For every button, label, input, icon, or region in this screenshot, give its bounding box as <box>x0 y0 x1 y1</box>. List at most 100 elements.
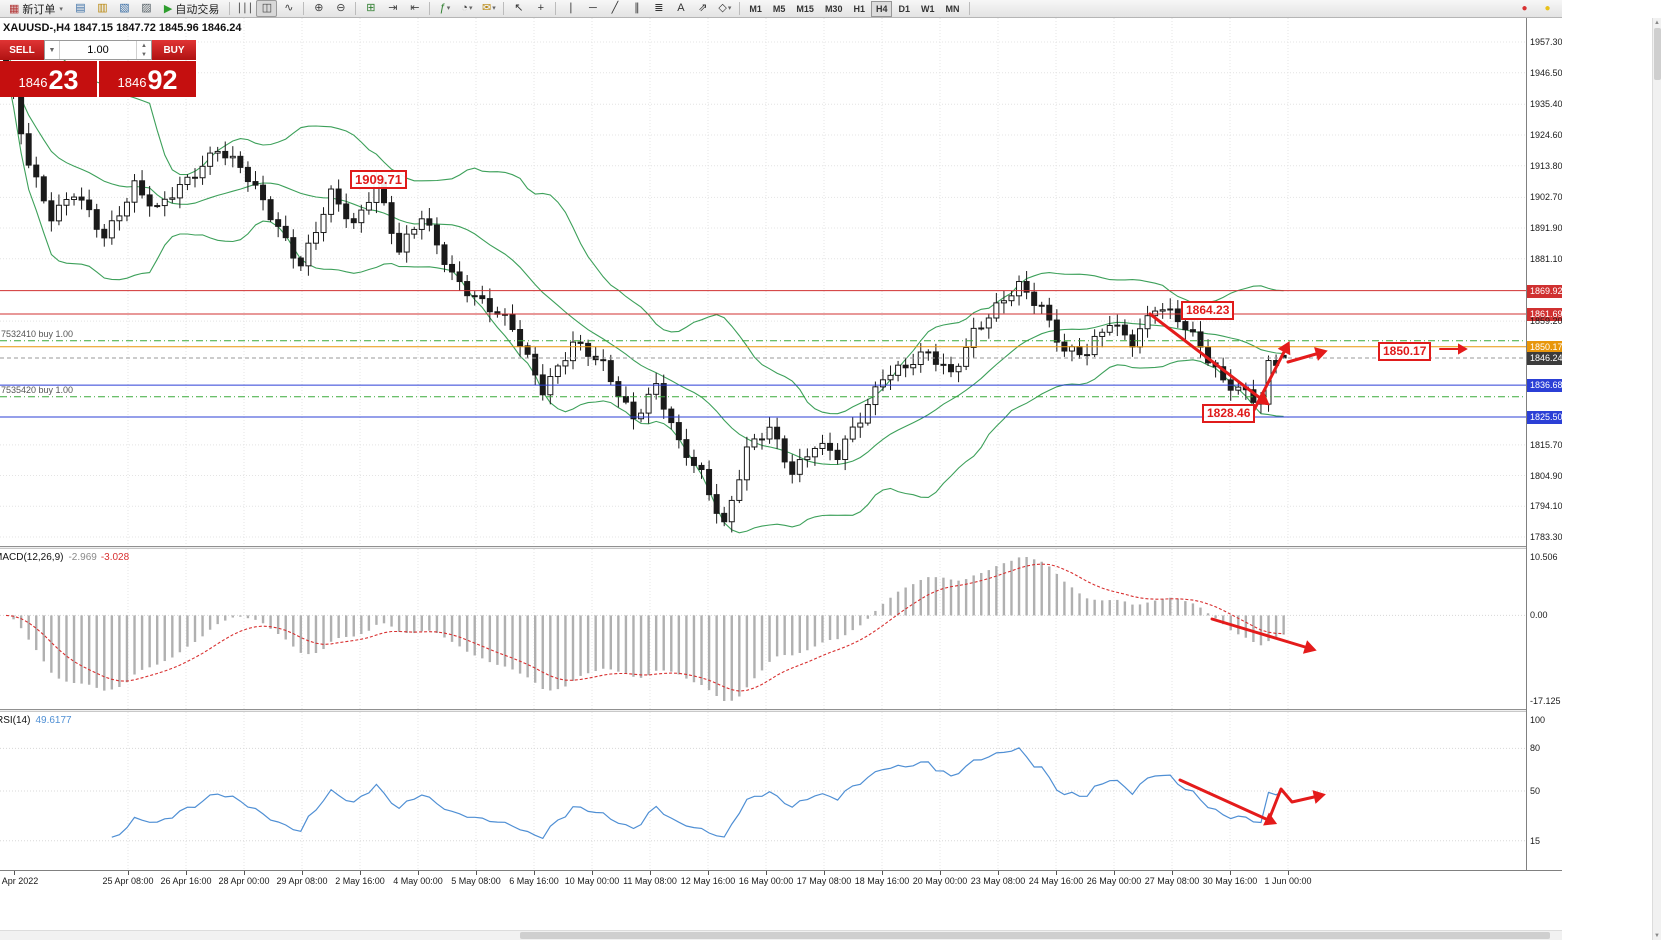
scroll-up-icon[interactable]: ▲ <box>1654 19 1660 26</box>
price-level-axis-label: 1825.50 <box>1527 411 1563 424</box>
time-axis-tick <box>1230 871 1231 875</box>
volume-dropdown-icon[interactable]: ▼ <box>45 41 60 59</box>
crosshair-icon-glyph: + <box>537 2 545 14</box>
vertical-scrollbar[interactable]: ▲ ▼ <box>1652 18 1661 940</box>
main-price-chart[interactable] <box>0 18 1526 546</box>
price-axis-label: 1891.90 <box>1530 223 1563 233</box>
macd-indicator-label: MACD(12,26,9) -2.969 -3.028 <box>0 552 130 563</box>
arrows-icon[interactable]: ⇗ <box>692 0 713 17</box>
arrows-icon-glyph: ⇗ <box>698 2 708 14</box>
community-icon[interactable]: ● <box>1544 3 1551 14</box>
periods-icon[interactable]: ◔ ▾ <box>456 0 477 17</box>
channel-icon[interactable]: ∥ <box>626 0 647 17</box>
timeframe-button-d1[interactable]: D1 <box>898 3 910 14</box>
toolbar: ▦ 新订单 ▾ ▤ ▥ ▧ ▨ ▶ 自动交易 ∣∣∣ ◫ ∿ ⊕ ⊖ ⊞ ⇥ ⇤ ƒ ▾ ◔ ▾ ✉ ▾ ↖ + ∣ ─ ╱ ∥ ≣ A ⇗ ◇… <box>0 0 1661 18</box>
price-callout[interactable]: 1850.17 <box>1378 342 1432 361</box>
crosshair-icon[interactable]: + <box>530 0 551 17</box>
timeframe-button-m5[interactable]: M5 <box>772 3 786 14</box>
sell-price-button[interactable]: 1846 23 <box>0 61 97 97</box>
chart-shift-icon[interactable]: ⇤ <box>404 0 425 17</box>
tile-windows-icon[interactable]: ⊞ <box>360 0 381 17</box>
terminal-icon[interactable]: ▨ <box>136 0 157 17</box>
auto-trading-button[interactable]: ▶ 自动交易 <box>158 0 225 17</box>
navigator-icon[interactable]: ▧ <box>114 0 135 17</box>
shapes-icon[interactable]: ◇ ▾ <box>714 0 735 17</box>
buy-price-button[interactable]: 1846 92 <box>99 61 196 97</box>
bar-chart-icon[interactable]: ∣∣∣ <box>234 0 255 17</box>
vertical-scroll-thumb[interactable] <box>1654 28 1661 80</box>
terminal-icon-glyph: ▨ <box>141 2 152 14</box>
rsi-line <box>111 747 1284 840</box>
timeframe-button-h4[interactable]: H4 <box>870 0 893 17</box>
volume-down-icon[interactable]: ▼ <box>141 51 147 58</box>
zoom-out-icon[interactable]: ⊖ <box>330 0 351 17</box>
timeframe-button-m15[interactable]: M15 <box>796 3 814 14</box>
buy-button[interactable]: BUY <box>152 40 196 60</box>
buy-price-pips: 92 <box>147 65 178 95</box>
price-axis-label: 1957.30 <box>1530 37 1563 47</box>
panel-splitter[interactable] <box>0 709 1562 712</box>
macd-indicator-panel[interactable] <box>0 549 1526 709</box>
candlestick-chart-icon[interactable]: ◫ <box>256 0 278 17</box>
horizontal-scrollbar[interactable] <box>0 930 1562 940</box>
timeframe-button-h1[interactable]: H1 <box>853 3 865 14</box>
templates-icon-glyph: ✉ <box>482 2 492 14</box>
chevron-down-icon: ▾ <box>59 5 63 13</box>
cursor-icon[interactable]: ↖ <box>508 0 529 17</box>
time-axis-label: 12 May 16:00 <box>680 876 736 886</box>
sell-button[interactable]: SELL <box>0 40 44 60</box>
annotation-arrow[interactable] <box>1266 787 1316 824</box>
scroll-down-icon[interactable]: ▼ <box>1654 932 1660 939</box>
templates-icon[interactable]: ✉ ▾ <box>478 0 499 17</box>
volume-up-icon[interactable]: ▲ <box>141 42 147 49</box>
rsi-axis-label: 15 <box>1530 836 1541 846</box>
price-axis[interactable]: 1869.92 1861.69 1850.17 1846.24 1836.68 1825.… <box>1526 18 1563 890</box>
fibonacci-icon[interactable]: ≣ <box>648 0 669 17</box>
trendline-icon-glyph: ╱ <box>611 2 619 14</box>
price-axis-label: 1804.90 <box>1530 471 1563 481</box>
market-watch-icon[interactable]: ▤ <box>70 0 91 17</box>
sell-price-main: 1846 <box>18 75 48 90</box>
price-callout[interactable]: 1828.46 <box>1202 404 1256 423</box>
rsi-axis-label: 50 <box>1530 786 1541 796</box>
data-window-icon[interactable]: ▥ <box>92 0 113 17</box>
annotation-arrow[interactable] <box>1148 312 1262 400</box>
chart-shift-icon-glyph: ⇤ <box>410 2 420 14</box>
annotation-arrowhead <box>1277 341 1291 356</box>
rsi-indicator-panel[interactable] <box>0 712 1526 870</box>
indicators-icon[interactable]: ƒ ▾ <box>434 0 455 17</box>
line-chart-icon[interactable]: ∿ <box>278 0 299 17</box>
timeframe-button-mn[interactable]: MN <box>945 3 960 14</box>
panel-splitter[interactable] <box>0 546 1562 549</box>
chevron-down-icon: ▾ <box>468 5 473 12</box>
chevron-down-icon: ▾ <box>446 5 451 12</box>
auto-trading-glyph: ▶ <box>163 3 173 15</box>
bollinger-bands <box>5 40 1284 534</box>
annotation-arrow[interactable] <box>1252 350 1286 412</box>
auto-scroll-icon[interactable]: ⇥ <box>382 0 403 17</box>
annotation-arrow[interactable] <box>1178 778 1268 821</box>
text-icon[interactable]: A <box>670 0 691 17</box>
horizontal-line-icon[interactable]: ─ <box>582 0 603 17</box>
timeframe-button-m1[interactable]: M1 <box>749 3 762 14</box>
volume-input[interactable] <box>60 41 136 59</box>
timeframe-button-w1[interactable]: W1 <box>921 3 935 14</box>
candlestick-chart-icon-glyph: ◫ <box>261 2 273 14</box>
trendline-icon[interactable]: ╱ <box>604 0 625 17</box>
zoom-in-icon[interactable]: ⊕ <box>308 0 329 17</box>
annotation-arrow[interactable] <box>1210 617 1307 649</box>
chevron-down-icon: ▾ <box>727 5 732 12</box>
annotation-arrow[interactable] <box>1286 352 1318 364</box>
navigator-icon-glyph: ▧ <box>119 2 130 14</box>
channel-icon-glyph: ∥ <box>634 2 640 14</box>
price-callout[interactable]: 1864.23 <box>1181 301 1235 320</box>
price-callout[interactable]: 1909.71 <box>350 170 407 189</box>
timeframe-button-m30[interactable]: M30 <box>824 3 843 14</box>
time-axis[interactable]: 22 Apr 2022 25 Apr 08:00 26 Apr 16:00 28 Ap… <box>0 870 1562 890</box>
time-axis-label: 26 Apr 16:00 <box>160 876 212 886</box>
sell-price-pips: 23 <box>48 65 79 95</box>
new-order-button[interactable]: ▦ 新订单 ▾ <box>3 0 69 17</box>
economic-calendar-icon[interactable]: ● <box>1521 3 1528 14</box>
horizontal-scroll-thumb[interactable] <box>520 932 1550 939</box>
vertical-line-icon[interactable]: ∣ <box>560 0 581 17</box>
